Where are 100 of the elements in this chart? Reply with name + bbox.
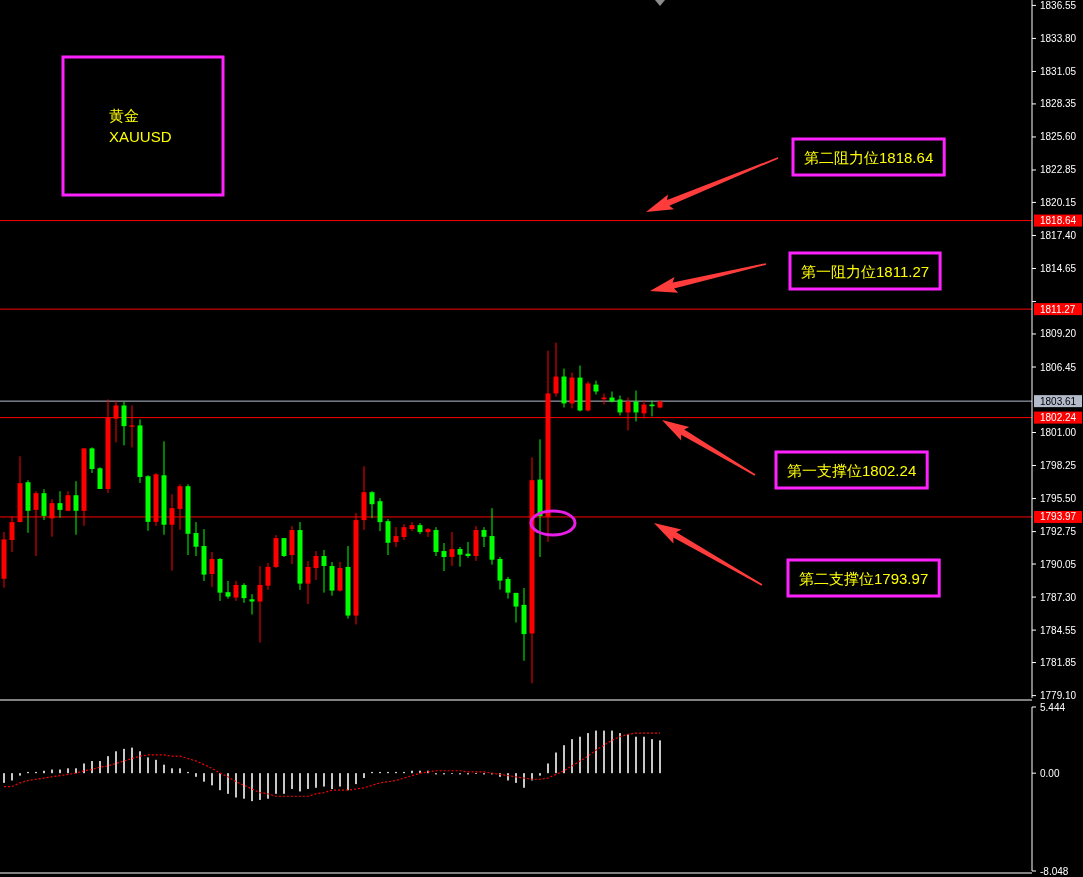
bar bbox=[219, 773, 221, 791]
candlestick bbox=[593, 380, 599, 396]
y-tick-label: 1831.05 bbox=[1040, 65, 1077, 77]
candlestick bbox=[409, 521, 415, 532]
bar bbox=[259, 773, 261, 800]
bar bbox=[571, 739, 573, 774]
y-tick-label: 1825.60 bbox=[1040, 131, 1077, 143]
bar bbox=[315, 773, 317, 788]
bar bbox=[107, 756, 109, 774]
candlestick bbox=[249, 593, 255, 615]
bar bbox=[307, 773, 309, 789]
bar bbox=[347, 773, 349, 791]
bar bbox=[635, 736, 637, 774]
candlestick bbox=[97, 466, 103, 490]
y-tick-label: 1828.35 bbox=[1040, 98, 1077, 110]
y-tick-label: 1784.55 bbox=[1040, 624, 1077, 636]
candlestick bbox=[265, 562, 271, 591]
bar bbox=[555, 752, 557, 774]
bar bbox=[331, 773, 333, 789]
line-series bbox=[3, 732, 661, 797]
candlestick bbox=[449, 531, 455, 567]
bar bbox=[163, 764, 165, 774]
bar bbox=[299, 773, 301, 792]
annotation: 第一支撑位1802.24 bbox=[787, 461, 917, 479]
candlestick bbox=[553, 342, 559, 397]
candlestick bbox=[497, 556, 503, 591]
candlestick bbox=[609, 391, 615, 403]
candlestick bbox=[313, 550, 319, 581]
bar bbox=[643, 736, 645, 774]
candlestick bbox=[385, 518, 391, 556]
candlestick bbox=[369, 490, 375, 519]
y-tick-label: 1836.55 bbox=[1040, 0, 1077, 11]
y-tick-label: 5.444 bbox=[1040, 701, 1066, 713]
y-tick-label: 1792.75 bbox=[1040, 526, 1077, 538]
bar bbox=[339, 773, 341, 787]
bar bbox=[651, 739, 653, 774]
y-tick-label: 1833.80 bbox=[1040, 32, 1077, 44]
candlestick bbox=[305, 560, 311, 605]
bar bbox=[147, 757, 149, 774]
candlestick bbox=[481, 526, 487, 548]
candlestick bbox=[225, 580, 231, 600]
ref-line-label: 1811.27 bbox=[1040, 303, 1076, 315]
bar bbox=[203, 773, 205, 782]
bar bbox=[275, 773, 277, 794]
candlestick bbox=[489, 507, 495, 566]
bar bbox=[363, 773, 365, 779]
y-tick-label: 1795.50 bbox=[1040, 493, 1077, 505]
candlestick bbox=[393, 526, 399, 548]
candlestick bbox=[65, 490, 71, 512]
candlestick bbox=[209, 551, 215, 588]
annotation: 第一阻力位1811.27 bbox=[801, 262, 930, 280]
candlestick bbox=[425, 527, 431, 538]
bar bbox=[123, 748, 125, 774]
bar bbox=[267, 773, 269, 799]
bar bbox=[355, 773, 357, 785]
bar bbox=[251, 773, 253, 802]
bar bbox=[291, 773, 293, 789]
candlestick bbox=[257, 565, 263, 643]
y-tick-label: 1820.15 bbox=[1040, 196, 1077, 208]
candlestick bbox=[73, 480, 79, 536]
bar bbox=[67, 768, 69, 774]
candlestick bbox=[505, 576, 511, 600]
bar bbox=[627, 734, 629, 774]
bar bbox=[179, 768, 181, 774]
candlestick bbox=[513, 592, 519, 624]
annotation: 第二阻力位1818.64 bbox=[804, 148, 934, 166]
bar bbox=[131, 747, 133, 774]
candlestick bbox=[617, 394, 623, 416]
bar bbox=[283, 773, 285, 794]
bar bbox=[539, 773, 541, 776]
y-tick-label: 1790.05 bbox=[1040, 558, 1077, 570]
ref-line-label: 1803.61 bbox=[1040, 395, 1077, 407]
y-tick-label: 1779.10 bbox=[1040, 690, 1077, 702]
bar bbox=[115, 751, 117, 774]
candlestick bbox=[441, 542, 447, 572]
bar bbox=[75, 768, 77, 774]
candlestick bbox=[465, 541, 471, 559]
bar bbox=[19, 773, 21, 776]
ref-line-label: 1818.64 bbox=[1040, 215, 1077, 227]
y-tick-label: 1809.20 bbox=[1040, 328, 1077, 340]
bar bbox=[171, 768, 173, 774]
bar bbox=[139, 751, 141, 774]
bar bbox=[3, 773, 5, 783]
candlestick bbox=[457, 546, 463, 568]
bar bbox=[211, 773, 213, 786]
bar bbox=[579, 736, 581, 774]
bar bbox=[595, 730, 597, 774]
candlestick bbox=[321, 549, 327, 594]
candlestick bbox=[233, 580, 239, 602]
bar bbox=[235, 773, 237, 798]
candlestick bbox=[241, 582, 247, 604]
candlestick bbox=[57, 490, 63, 519]
y-tick-label: 1801.00 bbox=[1040, 427, 1077, 438]
bar bbox=[91, 761, 93, 774]
bar bbox=[563, 745, 565, 774]
candlestick bbox=[633, 390, 639, 422]
y-tick-label: 1787.30 bbox=[1040, 591, 1077, 603]
bar bbox=[99, 761, 101, 774]
candlestick bbox=[41, 488, 47, 521]
ref-line-label: 1802.24 bbox=[1040, 412, 1077, 424]
